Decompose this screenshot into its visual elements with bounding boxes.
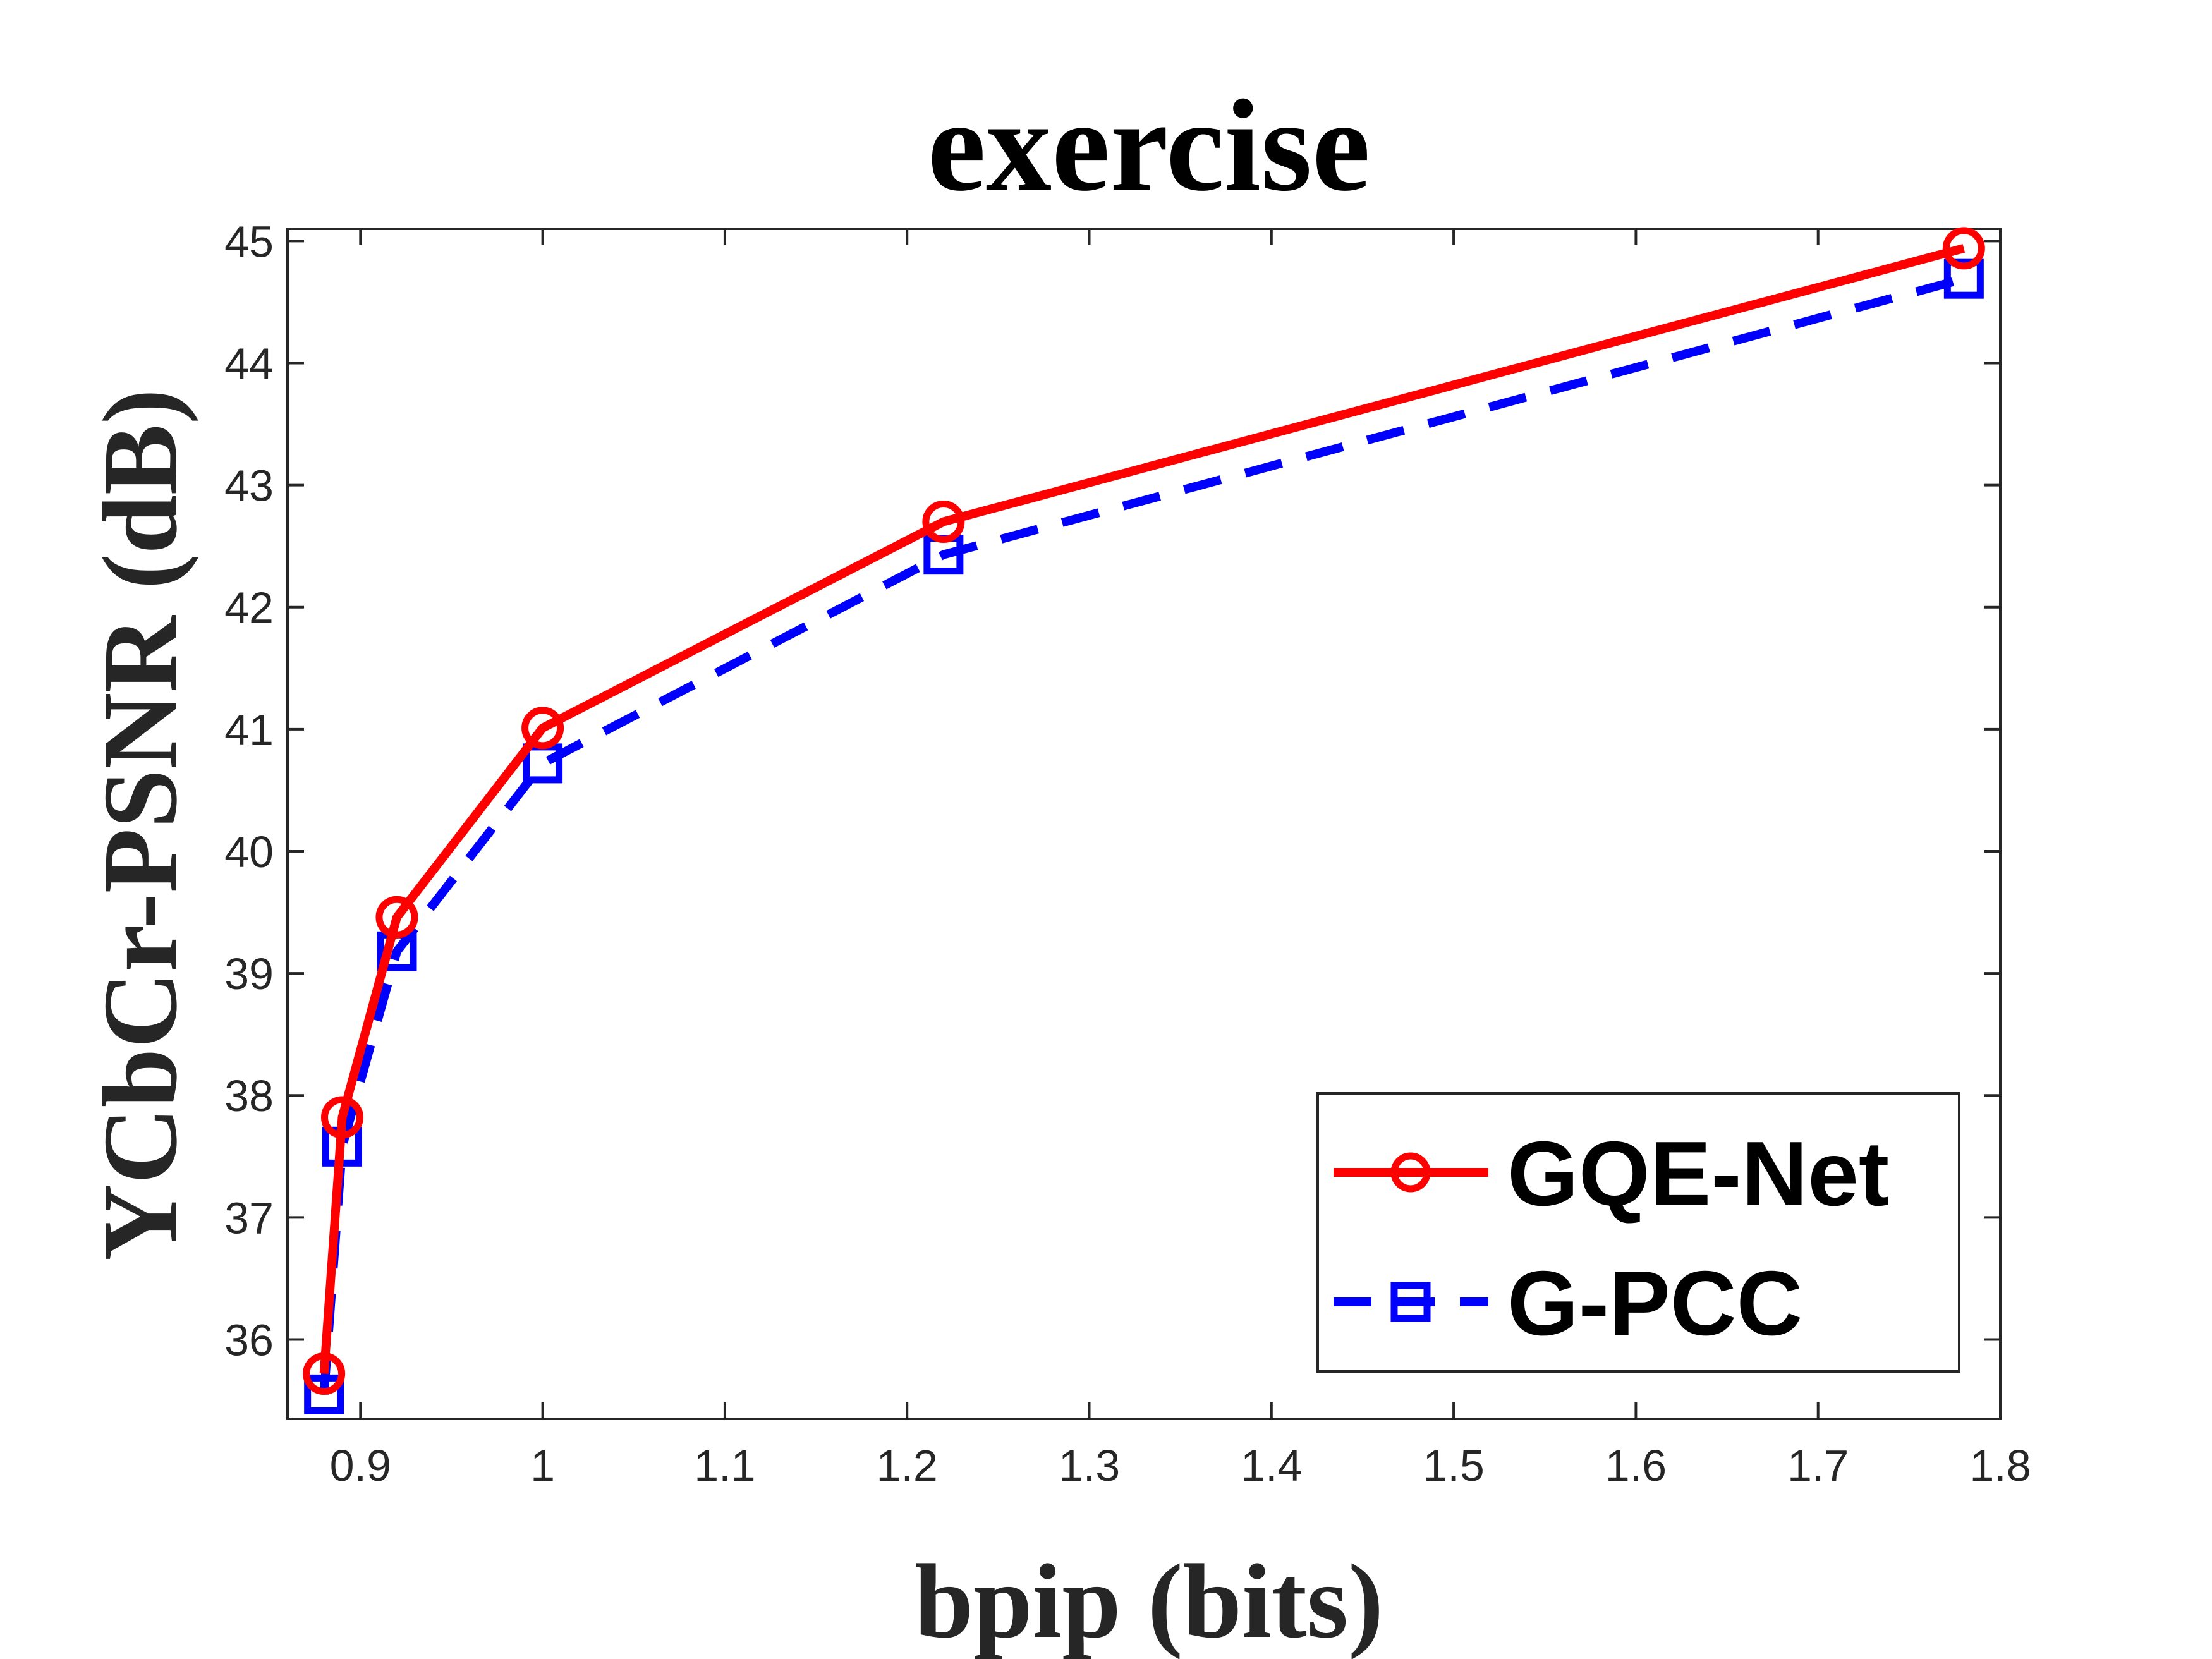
data-point-gqe-net: [922, 501, 965, 544]
data-point-gqe-net: [375, 896, 418, 939]
x-tick-label: 1.1: [694, 1441, 755, 1490]
axis-ticks: 0.9 1 1.1 1.2 1.3 1.4 1.5 1.6 1.7 1.8 36 37 38 39 40 41…: [224, 217, 2031, 1490]
data-point-gqe-net: [521, 707, 564, 750]
y-tick-label: 43: [224, 461, 274, 511]
x-tick-label: 1.8: [1969, 1441, 2031, 1490]
y-tick-label: 39: [224, 949, 274, 999]
y-tick-label: 45: [224, 217, 274, 266]
series-layer: [303, 227, 1985, 1414]
x-tick-label: 1.2: [877, 1441, 938, 1490]
y-tick-label: 36: [224, 1315, 274, 1364]
x-tick-label: 1.7: [1787, 1441, 1849, 1490]
x-tick-label: 1.5: [1423, 1441, 1484, 1490]
legend-label-gqe-net: GQE-Net: [1507, 1122, 1889, 1225]
legend-marker-g-pcc: [1390, 1282, 1431, 1322]
y-tick-label: 40: [224, 827, 274, 877]
x-tick-label: 0.9: [330, 1441, 391, 1490]
y-tick-label: 38: [224, 1071, 274, 1121]
x-tick-label: 1.4: [1241, 1441, 1302, 1490]
y-axis-label: YCbCr-PSNR (dB): [82, 389, 199, 1261]
legend-item-g-pcc: G-PCC: [1334, 1252, 1802, 1354]
x-tick-label: 1.6: [1605, 1441, 1667, 1490]
data-point-gqe-net: [1942, 227, 1985, 270]
chart-title: exercise: [928, 73, 1371, 218]
legend-marker-gqe-net: [1390, 1152, 1431, 1193]
x-axis-label: bpip (bits): [915, 1543, 1383, 1659]
legend-box: [1316, 1092, 1960, 1373]
y-tick-label: 44: [224, 339, 274, 388]
y-tick-label: 42: [224, 583, 274, 633]
data-point-gqe-net: [320, 1096, 363, 1139]
y-tick-label: 37: [224, 1193, 274, 1243]
data-point-g-pcc: [1943, 258, 1984, 299]
x-tick-label: 1: [530, 1441, 555, 1490]
x-tick-label: 1.3: [1059, 1441, 1120, 1490]
legend-item-gqe-net: GQE-Net: [1334, 1122, 1889, 1225]
series-line-gqe-net: [319, 244, 1966, 1375]
y-tick-label: 41: [224, 705, 274, 755]
data-point-g-pcc: [304, 1374, 344, 1414]
legend-label-g-pcc: G-PCC: [1507, 1252, 1802, 1354]
data-point-gqe-net: [303, 1352, 346, 1395]
legend: GQE-Net G-PCC: [1316, 1092, 1960, 1373]
